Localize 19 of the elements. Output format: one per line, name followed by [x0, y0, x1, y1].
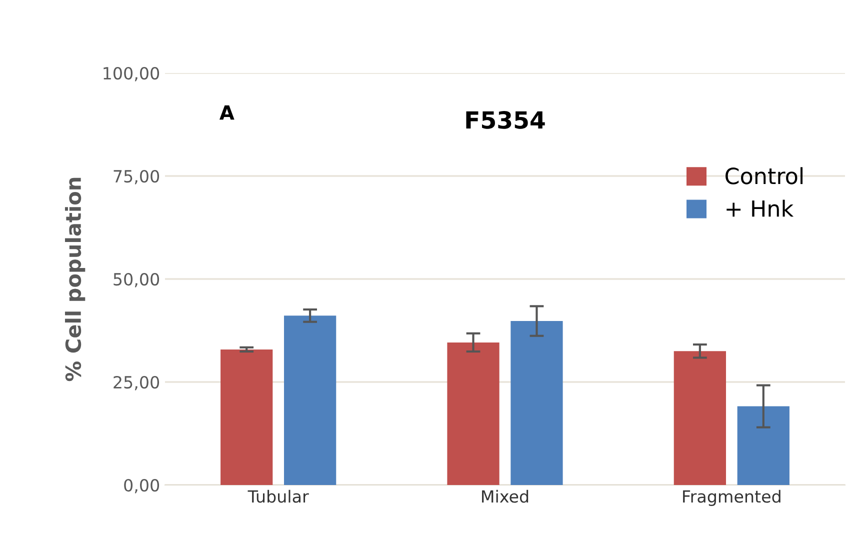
annotation: A: [219, 105, 234, 120]
y-tick-label: 0,00: [124, 478, 160, 494]
x-tick-label: Fragmented: [683, 490, 780, 506]
bar: [447, 342, 500, 485]
bar: [510, 321, 563, 485]
x-tick-label: Tubular: [248, 490, 309, 503]
y-tick-label: 75,00: [114, 170, 160, 184]
x-tick-label: Mixed: [482, 490, 528, 503]
y-axis-title: % Cell population: [64, 178, 86, 382]
bar: [284, 316, 336, 485]
y-tick-label: 50,00: [114, 272, 160, 288]
y-tick-label: 25,00: [114, 376, 160, 390]
bar: [674, 351, 726, 485]
legend-label: + Hnk: [726, 200, 794, 217]
bar: [737, 406, 790, 485]
text: F5354: [466, 111, 545, 129]
y-tick-label: 100,00: [104, 66, 160, 82]
legend-label: Control: [726, 167, 803, 184]
bar: [220, 349, 273, 485]
